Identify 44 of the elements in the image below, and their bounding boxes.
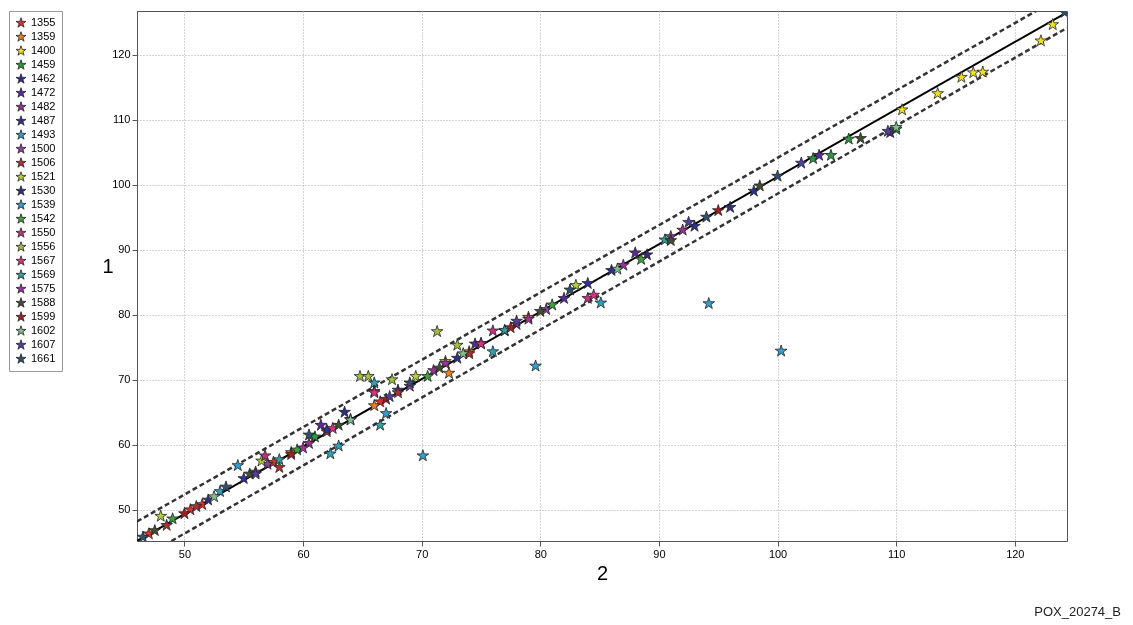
legend-label: 1355 [31, 16, 56, 28]
legend-label: 1493 [31, 128, 56, 140]
legend-label: 1487 [31, 114, 56, 126]
legend-label: 1359 [31, 30, 56, 42]
x-tick-label: 90 [653, 547, 666, 560]
y-axis-title: 1 [102, 254, 114, 277]
legend-label: 1400 [31, 44, 56, 56]
legend-label: 1550 [31, 226, 56, 238]
y-tick-label: 110 [112, 113, 131, 126]
x-tick-label: 70 [416, 547, 429, 560]
legend-label: 1607 [31, 338, 56, 350]
legend-label: 1661 [31, 352, 56, 364]
legend-label: 1575 [31, 282, 56, 294]
x-tick-label: 80 [534, 547, 547, 560]
y-tick-label: 90 [118, 243, 131, 256]
legend-label: 1472 [31, 86, 56, 98]
legend-label: 1506 [31, 156, 56, 168]
x-axis-title: 2 [596, 561, 609, 584]
legend-label: 1539 [31, 198, 56, 210]
legend-label: 1521 [31, 170, 56, 182]
y-tick-label: 120 [112, 48, 131, 61]
y-tick-label: 80 [118, 308, 131, 321]
text: POX_20274_B [1034, 604, 1121, 619]
legend-label: 1602 [31, 324, 56, 336]
legend-label: 1459 [31, 58, 56, 70]
x-tick-label: 110 [887, 547, 906, 560]
y-tick-label: 60 [118, 438, 131, 451]
legend-label: 1500 [31, 142, 56, 154]
legend-label: 1556 [31, 240, 56, 252]
x-tick-label: 120 [1006, 547, 1025, 560]
legend-label: 1567 [31, 254, 56, 266]
legend-label: 1530 [31, 184, 56, 196]
legend-label: 1542 [31, 212, 56, 224]
y-tick-label: 100 [112, 178, 131, 191]
legend-label: 1599 [31, 310, 56, 322]
legend-label: 1482 [31, 100, 56, 112]
legend-label: 1462 [31, 72, 56, 84]
legend-label: 1569 [31, 268, 56, 280]
x-tick-label: 50 [178, 547, 192, 560]
legend-label: 1588 [31, 296, 56, 308]
x-tick-label: 100 [768, 547, 788, 560]
y-tick-label: 70 [118, 373, 131, 386]
y-tick-label: 50 [118, 503, 131, 516]
x-tick-label: 60 [297, 547, 310, 560]
